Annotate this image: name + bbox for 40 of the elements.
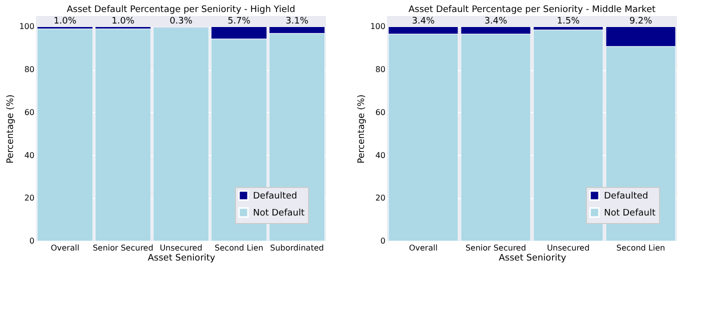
legend-label: Defaulted: [253, 192, 298, 202]
x-tick-label: Unsecured: [160, 244, 202, 252]
data-label: 3.1%: [286, 16, 309, 27]
x-tick-label: Second Lien: [214, 244, 264, 252]
y-tick-label: 60: [375, 108, 386, 117]
y-axis-title: Percentage (%): [6, 94, 16, 164]
x-tick-label: Second Lien: [616, 244, 666, 252]
data-label: 3.4%: [484, 16, 508, 27]
data-label: 1.0%: [54, 16, 77, 27]
chart-title: Asset Default Percentage per Seniority - High Yield: [66, 5, 296, 15]
x-axis-title: Asset Seniority: [148, 254, 216, 264]
x-tick-label: Overall: [408, 244, 438, 252]
y-tick-label: 40: [375, 150, 386, 160]
y-tick-label: 80: [24, 65, 34, 74]
data-label: 9.2%: [629, 16, 653, 27]
data-label: 1.5%: [556, 16, 580, 27]
data-label: 0.3%: [170, 16, 193, 27]
y-tick-label: 0: [29, 236, 34, 246]
x-tick-label: Subordinated: [270, 244, 324, 252]
x-tick-label: Overall: [50, 244, 80, 252]
y-tick-label: 20: [375, 194, 386, 203]
y-tick-label: 80: [375, 65, 386, 74]
chart-title: Asset Default Percentage per Seniority - Middle Market: [408, 5, 656, 15]
y-tick-label: 20: [24, 194, 34, 203]
y-tick-label: 60: [24, 108, 34, 117]
y-axis-title: Percentage (%): [357, 94, 368, 164]
legend-label: Not Default: [604, 208, 656, 218]
x-tick-label: Senior Secured: [92, 244, 154, 252]
x-axis-title: Asset Seniority: [498, 254, 567, 264]
data-label: 1.0%: [112, 16, 135, 27]
data-label: 3.4%: [412, 16, 436, 27]
x-tick-label: Unsecured: [546, 244, 590, 252]
y-tick-label: 0: [380, 236, 386, 246]
y-tick-label: 100: [19, 22, 34, 32]
data-label: 5.7%: [228, 16, 251, 27]
legend-label: Defaulted: [604, 192, 648, 202]
legend-label: Not Default: [253, 208, 305, 218]
y-tick-label: 100: [370, 22, 386, 32]
x-tick-label: Senior Secured: [465, 244, 526, 252]
y-tick-label: 40: [24, 150, 34, 160]
